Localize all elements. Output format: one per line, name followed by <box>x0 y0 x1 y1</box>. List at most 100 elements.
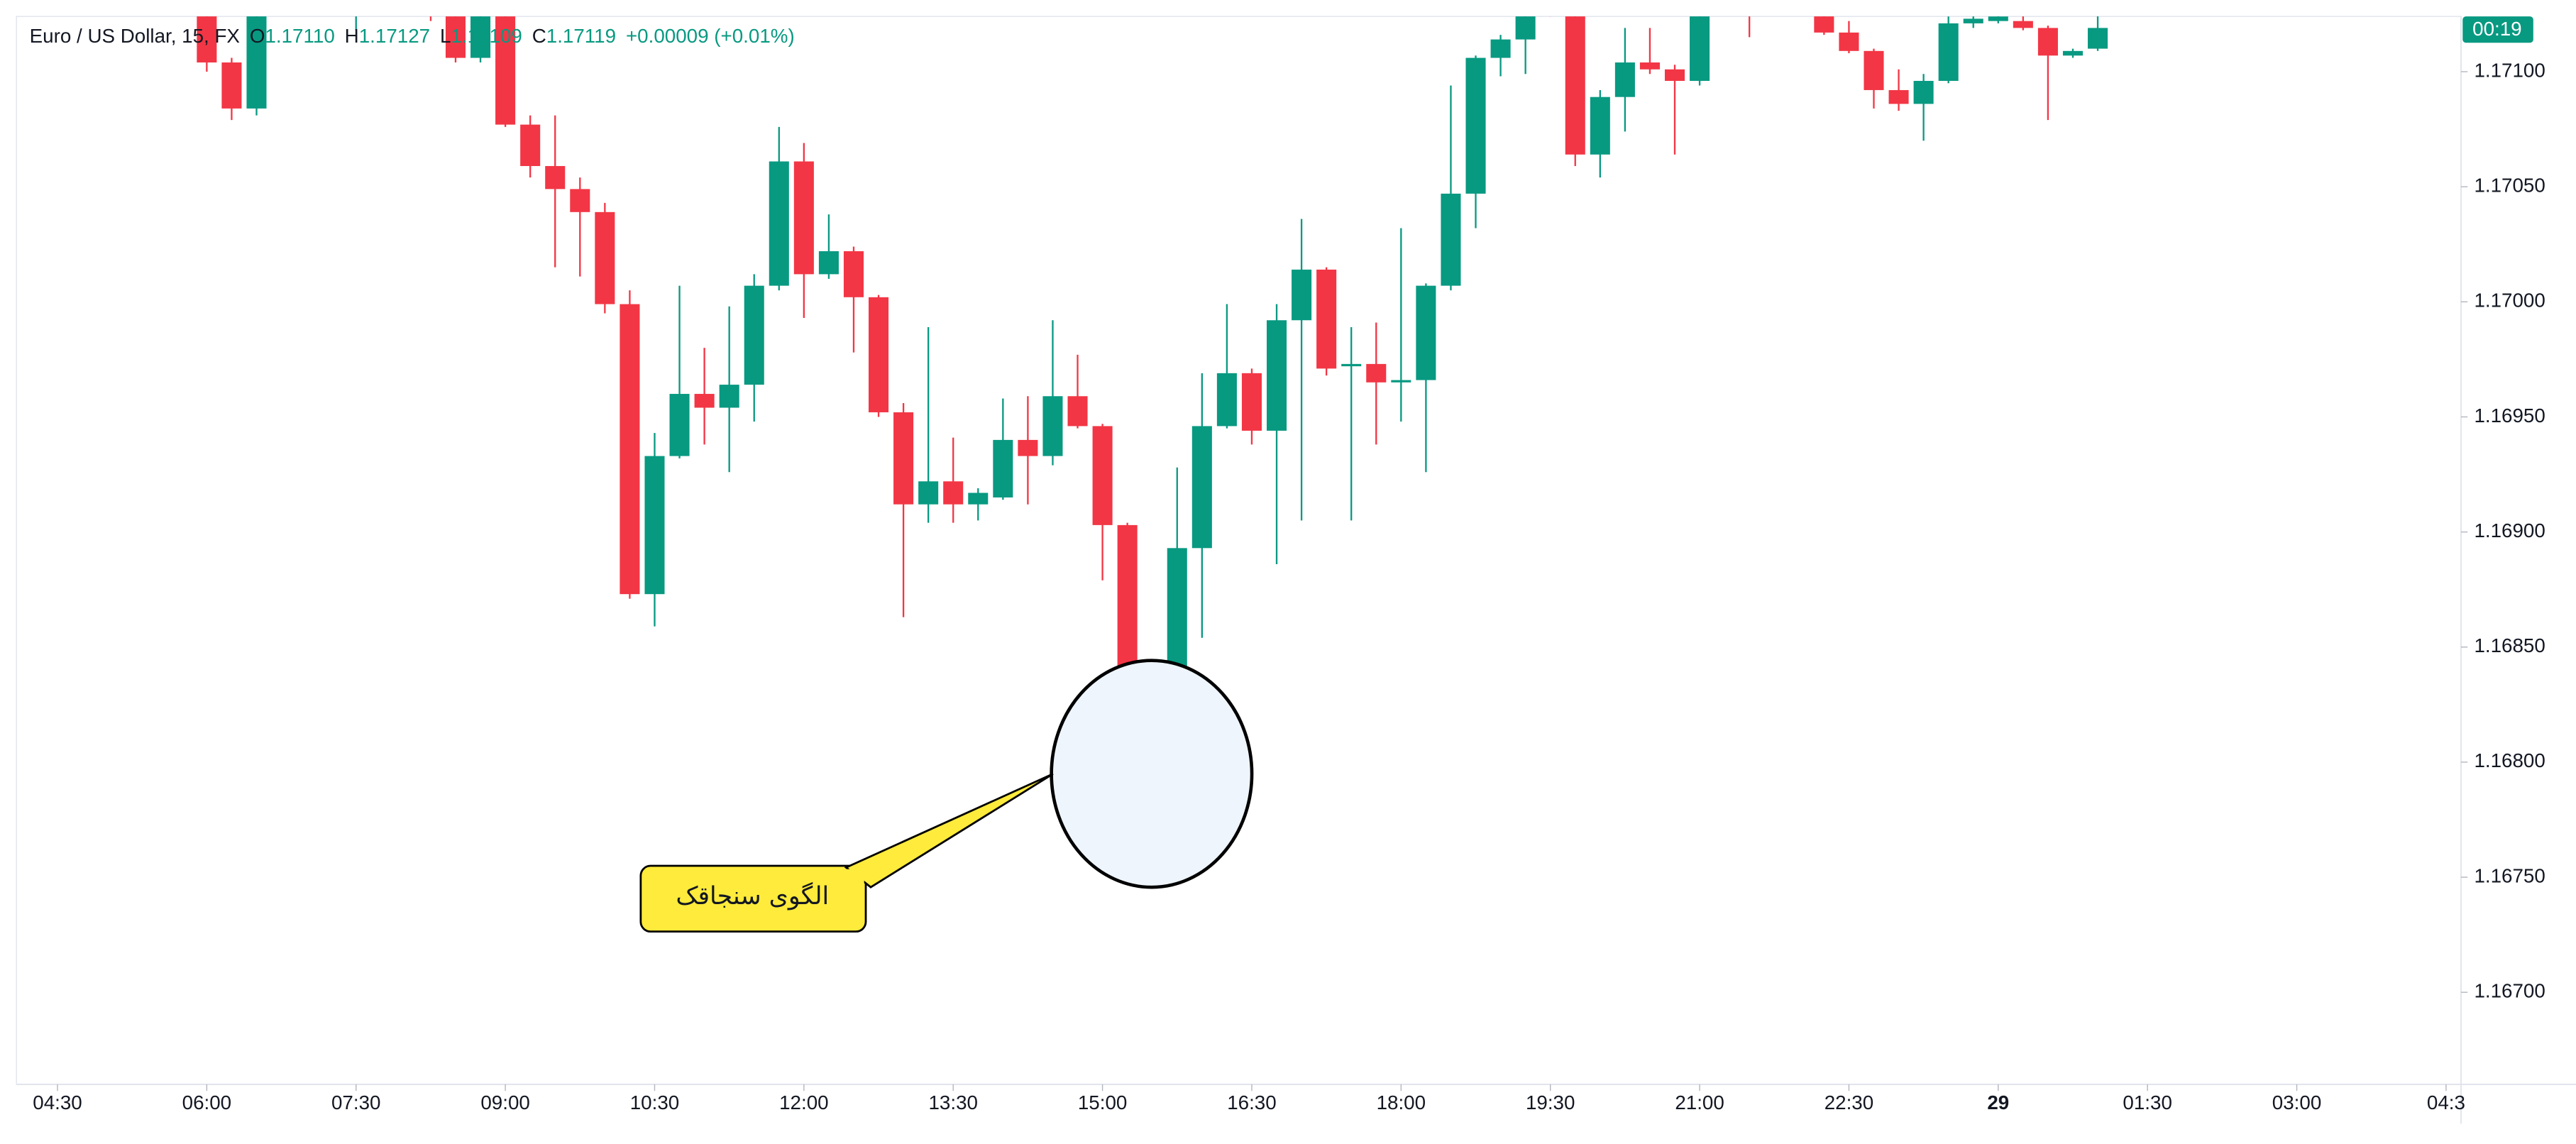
candle-body <box>1341 363 1362 367</box>
ohlc-value: 1.17127 <box>359 26 430 48</box>
candle-body <box>2037 28 2058 56</box>
candle-body <box>445 16 466 58</box>
candle-body <box>495 16 516 125</box>
y-tick-label: 1.17000 <box>2474 290 2545 312</box>
candle-body <box>421 0 441 3</box>
candle-body <box>943 481 964 505</box>
candle-body <box>1690 16 1710 81</box>
candle-body <box>1067 396 1088 427</box>
x-tick-label: 09:00 <box>480 1091 529 1113</box>
highlight-ellipse <box>1050 659 1254 889</box>
x-tick-label: 18:00 <box>1377 1091 1426 1113</box>
candle-body <box>1191 426 1212 549</box>
ohlc-label: H <box>345 26 359 48</box>
candle-body <box>595 211 615 304</box>
candle-body <box>1789 0 1809 7</box>
symbol-title: Euro / US Dollar, 15, FX <box>30 26 240 48</box>
countdown-tag: 00:19 <box>2462 16 2533 43</box>
candle-body <box>520 124 541 166</box>
annotation-label: الگوی سنجاقک <box>676 881 829 911</box>
candle-body <box>1441 193 1461 286</box>
candle-body <box>1764 0 1784 3</box>
candle-body <box>1938 23 1959 81</box>
candle-body <box>1664 69 1685 81</box>
candle-body <box>1541 0 1561 3</box>
x-tick-label: 21:00 <box>1675 1091 1724 1113</box>
candle-body <box>1391 380 1411 383</box>
candle-body <box>1042 396 1063 456</box>
x-tick-label: 15:00 <box>1078 1091 1127 1113</box>
candle-body <box>1739 0 1759 3</box>
ohlc-label: L <box>440 26 451 48</box>
countdown-bg <box>2462 16 2533 43</box>
candle-body <box>545 165 566 189</box>
candle-body <box>719 385 739 408</box>
y-tick-label: 1.17100 <box>2474 59 2545 81</box>
candle-body <box>1241 373 1262 431</box>
y-tick-label: 1.16850 <box>2474 634 2545 656</box>
candle-body <box>1913 80 1934 104</box>
x-tick-label: 22:30 <box>1824 1091 1873 1113</box>
candle-body <box>744 285 764 385</box>
candle-body <box>1366 363 1387 383</box>
candle-body <box>1590 97 1610 155</box>
y-tick-label: 1.16900 <box>2474 519 2545 541</box>
candle-body <box>2013 21 2033 28</box>
x-tick-label: 01:30 <box>2123 1091 2172 1113</box>
x-tick-label: 04:3 <box>2427 1091 2465 1113</box>
candle-body <box>1316 269 1337 369</box>
x-tick-label: 29 <box>1987 1091 2009 1113</box>
candle-body <box>793 161 814 275</box>
candle-body <box>1614 62 1635 97</box>
y-tick-label: 1.16700 <box>2474 980 2545 1002</box>
candle-body <box>1266 320 1287 431</box>
candle-body <box>1292 269 1312 321</box>
candle-body <box>470 16 491 58</box>
y-tick-label: 1.16800 <box>2474 749 2545 771</box>
candle-body <box>843 251 864 297</box>
candle-body <box>1490 39 1511 58</box>
candle-body <box>197 16 217 63</box>
candle-body <box>246 16 267 109</box>
candle-body <box>1092 426 1113 525</box>
x-tick-label: 04:30 <box>33 1091 82 1113</box>
candle-body <box>1565 16 1585 155</box>
y-tick-label: 1.16950 <box>2474 405 2545 427</box>
time-axis: 04:30 06:00 07:30 09:00 10:30 12:00 13:30 15:00… <box>33 1084 2465 1113</box>
candle-body <box>1814 16 1834 33</box>
candle-body <box>993 439 1013 497</box>
candle-body <box>893 412 914 505</box>
x-tick-label: 06:00 <box>182 1091 231 1113</box>
candle-body <box>968 493 989 505</box>
candle-body <box>694 394 715 408</box>
candle-body <box>669 394 690 456</box>
ohlc-value: 1.17110 <box>265 26 334 48</box>
candle-body <box>1888 89 1909 104</box>
x-tick-label: 07:30 <box>331 1091 380 1113</box>
candle-body <box>818 251 839 275</box>
plot-area <box>16 16 2462 1085</box>
y-tick-label: 1.17050 <box>2474 174 2545 196</box>
candle-body <box>1465 57 1486 194</box>
candle-body <box>346 0 366 7</box>
x-tick-label: 03:00 <box>2272 1091 2321 1113</box>
legend: Euro / US Dollar, 15, FX O1.17110 H1.17127… <box>30 26 795 48</box>
candle-body <box>570 189 590 212</box>
candle-body <box>1988 16 2008 21</box>
candle-body <box>1839 32 1859 51</box>
y-tick-label: 1.16750 <box>2474 864 2545 886</box>
callout-box <box>639 864 867 933</box>
price-axis: 1.17100 1.17050 1.17000 1.16950 1.16900 1.168… <box>2460 59 2545 1002</box>
candle-body <box>644 456 665 595</box>
legend-text: Euro / US Dollar, 15, FX O1.17110 H1.17127… <box>30 26 795 48</box>
candle-body <box>221 62 242 109</box>
candle-body <box>1018 439 1038 456</box>
candle-body <box>769 161 789 286</box>
candle-body <box>2088 28 2108 49</box>
candle-body <box>918 481 939 505</box>
callout-joint <box>841 869 864 889</box>
candle-body <box>869 297 889 412</box>
candle-body <box>1639 62 1660 70</box>
